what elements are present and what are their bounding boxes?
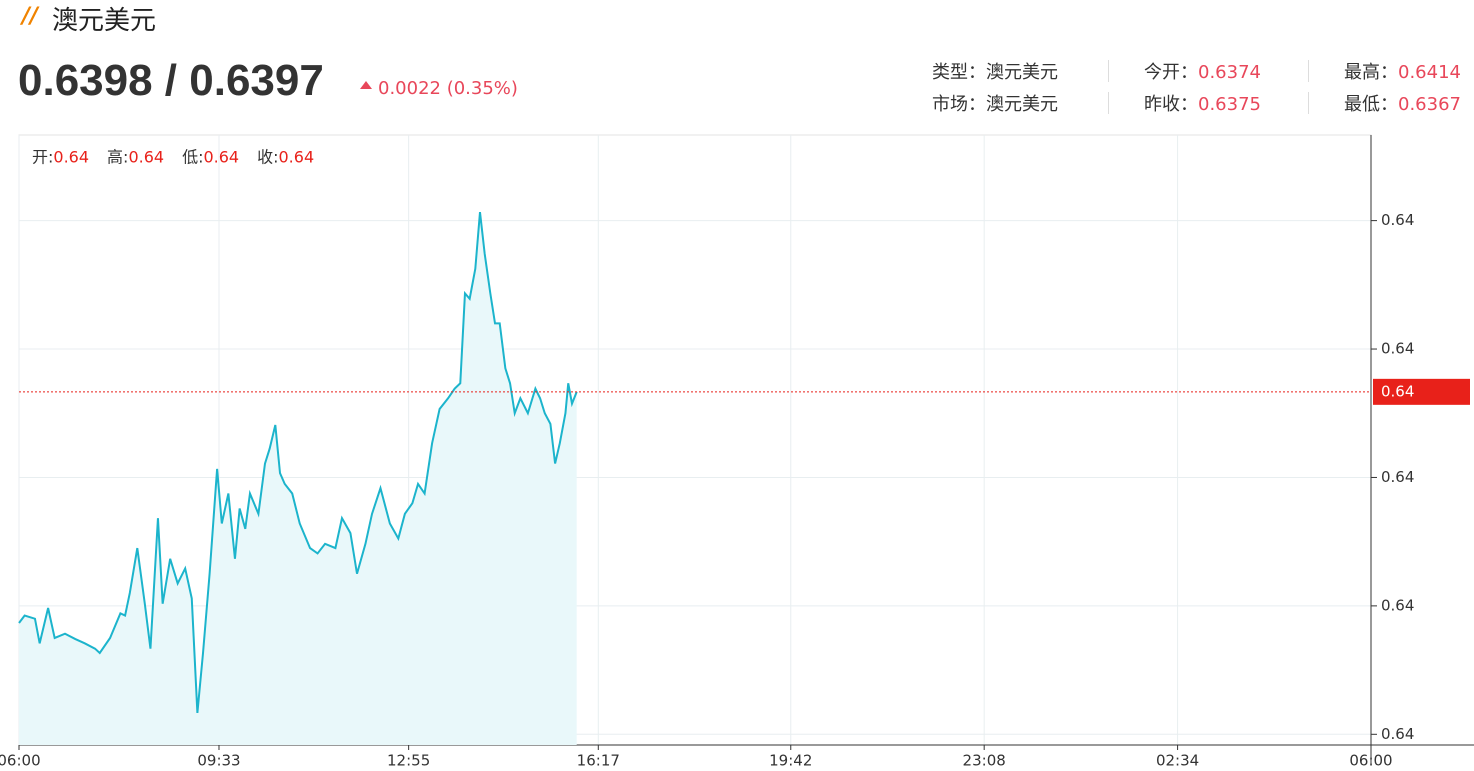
up-arrow xyxy=(360,81,372,89)
legend-label: 高: xyxy=(107,148,128,167)
y-tick-label: 0.64 xyxy=(1381,211,1414,229)
x-tick-label: 16:17 xyxy=(577,752,620,770)
x-tick-label: 09:33 xyxy=(197,752,240,770)
icon: // xyxy=(22,4,39,29)
title: 澳元美元 xyxy=(52,6,157,36)
x-tick-label: 23:08 xyxy=(963,752,1006,770)
info: 市场：澳元美元 xyxy=(932,90,1058,116)
legend-label: 开: xyxy=(32,148,53,167)
separator xyxy=(1108,60,1109,82)
current-price-label: 0.64 xyxy=(1381,382,1414,400)
separator xyxy=(1108,92,1109,114)
info-value: 澳元美元 xyxy=(986,62,1058,83)
price-line xyxy=(18,211,578,713)
info: 最高：0.6414 xyxy=(1344,58,1461,84)
price: 0.6398 / 0.6397 xyxy=(18,56,324,105)
info-label: 今开： xyxy=(1144,62,1198,83)
current-price-box xyxy=(1373,378,1470,405)
info-label: 昨收： xyxy=(1144,94,1198,115)
y-tick-label: 0.64 xyxy=(1381,725,1414,743)
header: // 澳元美元 0.6398 / 0.6397 0.0022 (0.35%) 类… xyxy=(0,0,1474,130)
info-label: 最低： xyxy=(1344,94,1398,115)
separator xyxy=(1308,60,1309,82)
info-label: 最高： xyxy=(1344,62,1398,83)
info: 类型：澳元美元 xyxy=(932,58,1058,84)
x-tick-label: 12:55 xyxy=(387,752,430,770)
legend-value: 0.64 xyxy=(203,148,239,167)
info-label: 市场： xyxy=(932,94,986,115)
info: 今开：0.6374 xyxy=(1144,58,1261,84)
x-tick-label: 19:42 xyxy=(769,752,812,770)
info-label: 类型： xyxy=(932,62,986,83)
info-value: 0.6375 xyxy=(1198,94,1261,115)
info: 昨收：0.6375 xyxy=(1144,90,1261,116)
y-tick-label: 0.64 xyxy=(1381,340,1414,358)
legend-value: 0.64 xyxy=(53,148,89,167)
area-fill xyxy=(19,212,577,746)
info-value: 0.6367 xyxy=(1398,94,1461,115)
change-value: 0.0022 (0.35%) xyxy=(378,78,518,99)
y-tick-label: 0.64 xyxy=(1381,468,1414,486)
legend-value: 0.64 xyxy=(279,148,315,167)
separator xyxy=(1308,92,1309,114)
y-tick-label: 0.64 xyxy=(1381,596,1414,614)
info-value: 0.6374 xyxy=(1198,62,1261,83)
change: 0.0022 (0.35%) xyxy=(358,78,518,99)
x-tick-label: 06:00 xyxy=(0,752,41,770)
info-value: 0.6414 xyxy=(1398,62,1461,83)
x-tick-label: 02:34 xyxy=(1156,752,1199,770)
legend-label: 低: xyxy=(182,148,203,167)
legend-value: 0.64 xyxy=(128,148,164,167)
info-value: 澳元美元 xyxy=(986,94,1058,115)
info: 最低：0.6367 xyxy=(1344,90,1461,116)
legend-label: 收: xyxy=(257,148,278,167)
